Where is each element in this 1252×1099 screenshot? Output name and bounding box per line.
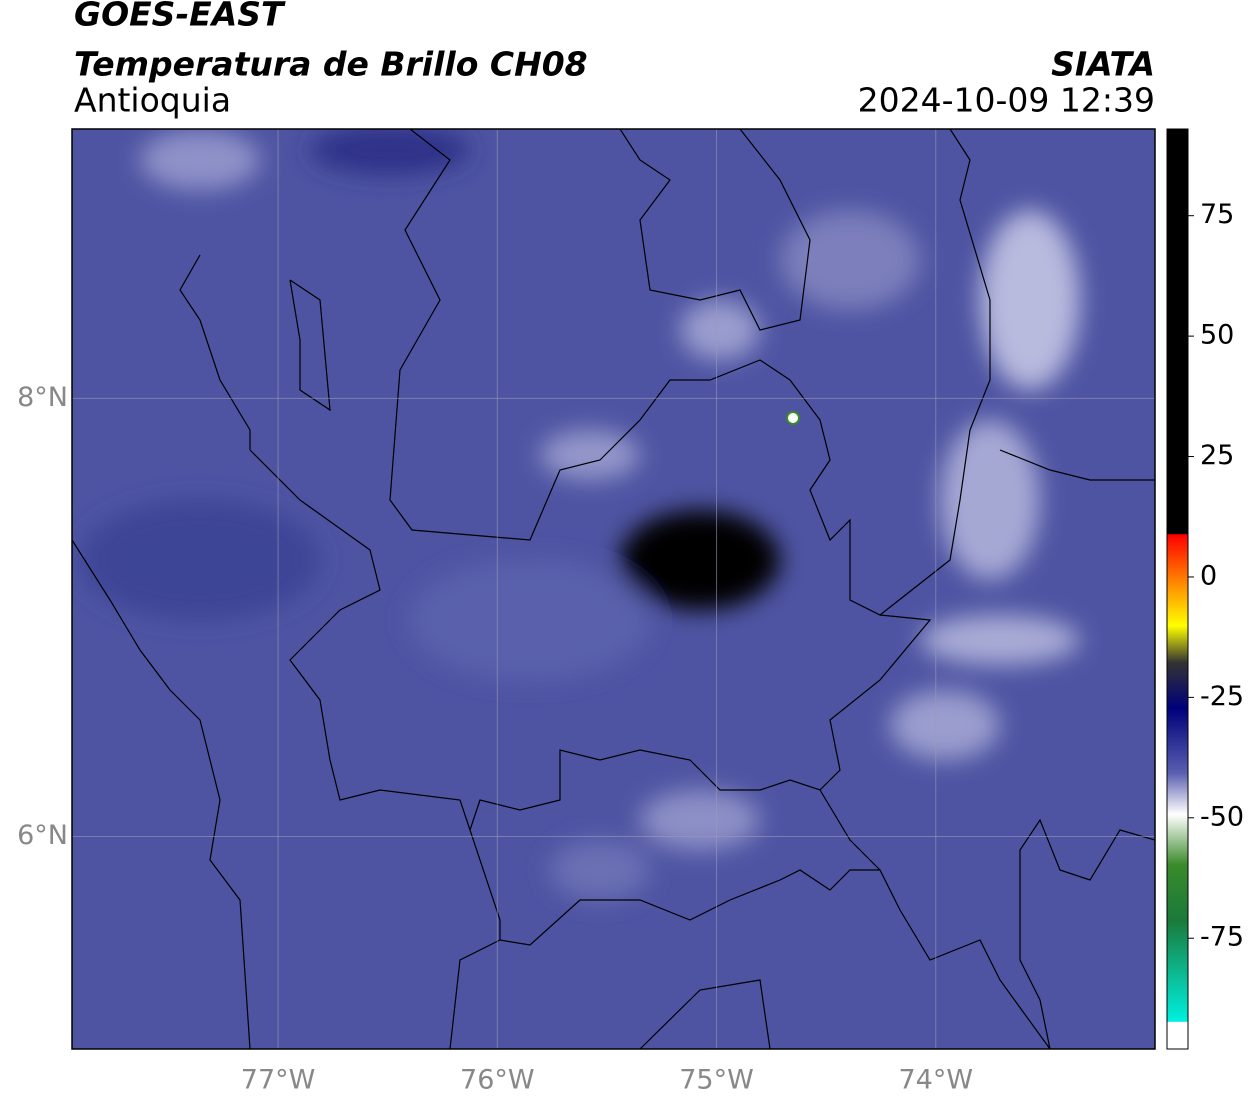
map-frame xyxy=(71,128,1156,1050)
lon-tick-label: 77°W xyxy=(241,1065,316,1096)
timestamp: 2024-10-09 12:39 xyxy=(858,81,1155,120)
colorbar-tick-label: -50 xyxy=(1200,801,1244,832)
borders xyxy=(72,129,1155,1049)
colorbar-tick-label: 25 xyxy=(1200,440,1234,471)
colorbar xyxy=(1166,128,1189,1050)
source: SIATA xyxy=(1051,45,1155,84)
lon-tick-label: 76°W xyxy=(460,1065,535,1096)
title: GOES-EAST xyxy=(74,0,286,34)
subtitle: Temperatura de Brillo CH08 xyxy=(74,45,588,84)
colorbar-tick-label: -25 xyxy=(1200,681,1244,712)
lon-tick-label: 75°W xyxy=(679,1065,754,1096)
lat-tick-label: 8°N xyxy=(17,382,68,413)
region: Antioquia xyxy=(74,81,231,120)
colorbar-tick-label: 75 xyxy=(1200,199,1234,230)
lon-tick-label: 74°W xyxy=(898,1065,973,1096)
colorbar-tick-label: 50 xyxy=(1200,320,1234,351)
colorbar-tick-label: -75 xyxy=(1200,922,1244,953)
cold-spot xyxy=(786,411,800,425)
map xyxy=(72,129,1155,1049)
colorbar-tick-label: 0 xyxy=(1200,560,1217,591)
cloud-field xyxy=(80,129,1080,900)
lat-tick-label: 6°N xyxy=(17,820,68,851)
